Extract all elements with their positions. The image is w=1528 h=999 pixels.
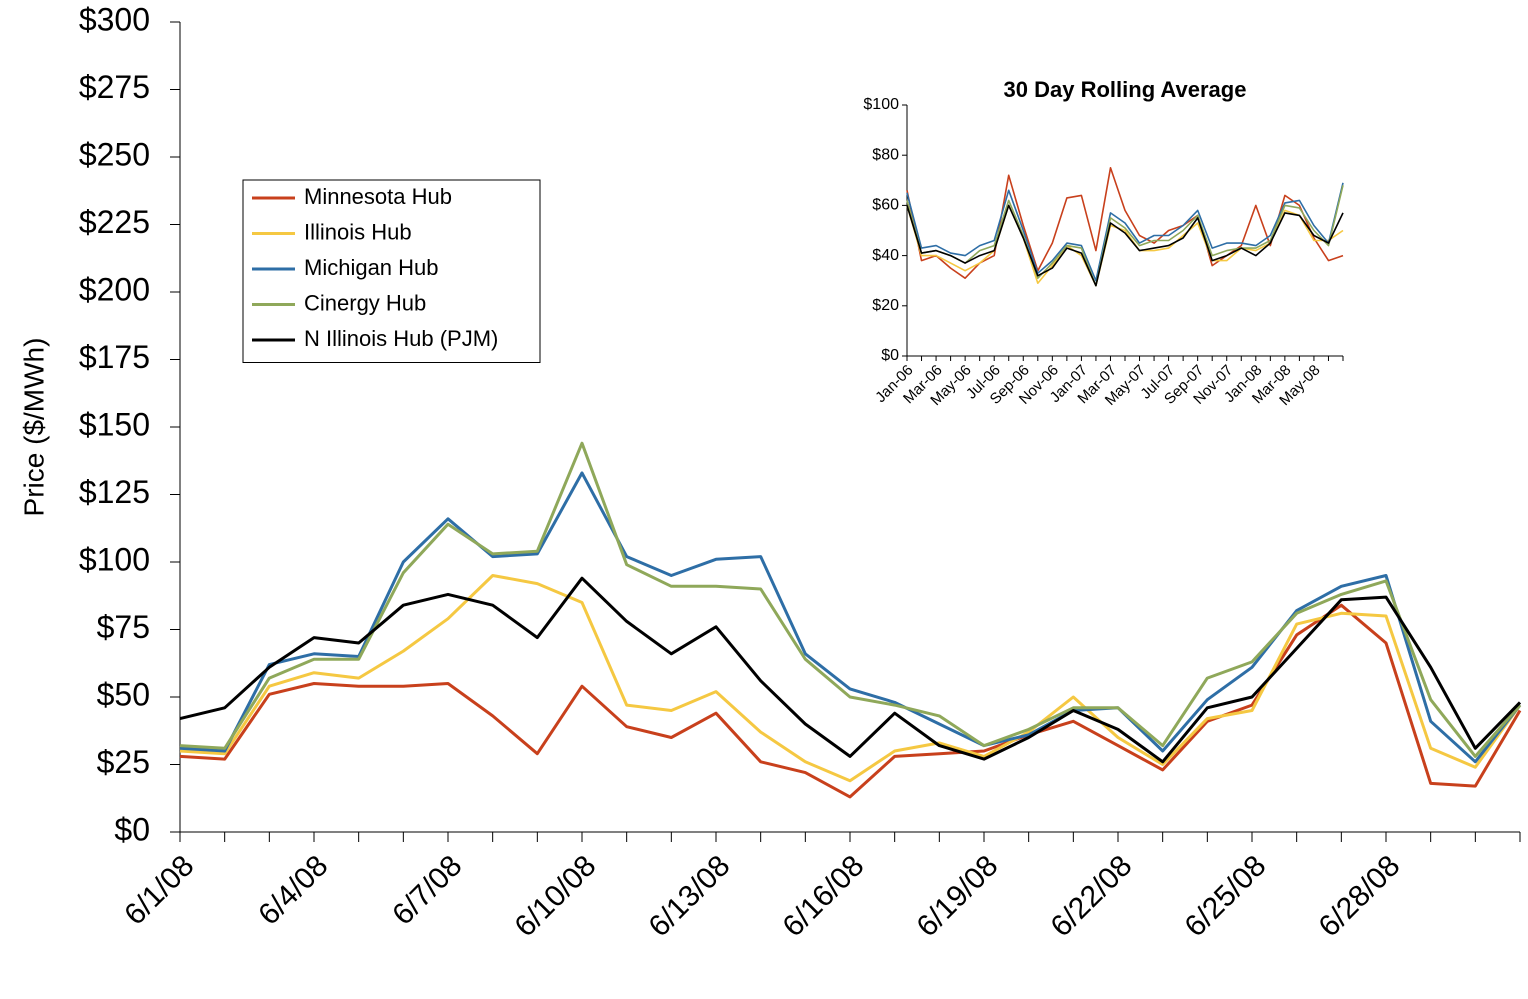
y-tick-label: $75 xyxy=(97,609,150,645)
series-line xyxy=(179,576,1522,764)
series-line xyxy=(179,441,1522,758)
y-tick-label: $60 xyxy=(872,197,899,214)
x-tick-label: 6/10/08 xyxy=(508,849,602,943)
series-line xyxy=(906,185,1344,287)
y-tick-label: $50 xyxy=(97,676,150,712)
series-line xyxy=(906,182,1344,282)
y-tick-label: $0 xyxy=(114,811,150,847)
y-tick-label: $100 xyxy=(79,541,150,577)
x-tick-label: 6/7/08 xyxy=(386,849,468,931)
x-tick-label: 6/19/08 xyxy=(910,849,1004,943)
y-tick-label: $175 xyxy=(79,339,150,375)
x-tick-label: 6/1/08 xyxy=(118,849,200,931)
series-line xyxy=(179,574,1522,783)
y-tick-label: $250 xyxy=(79,136,150,172)
legend-label: Illinois Hub xyxy=(304,219,412,244)
y-axis-label: Price ($/MWh) xyxy=(18,338,49,517)
legend-label: Minnesota Hub xyxy=(304,184,452,209)
x-tick-label: 6/22/08 xyxy=(1044,849,1138,943)
y-tick-label: $225 xyxy=(79,204,150,240)
legend-box xyxy=(242,179,541,363)
x-tick-label: 6/25/08 xyxy=(1178,849,1272,943)
y-tick-label: $25 xyxy=(97,744,150,780)
chart-title: 30 Day Rolling Average xyxy=(1004,77,1247,102)
series-line xyxy=(906,204,1344,287)
y-tick-label: $200 xyxy=(79,271,150,307)
x-tick-label: 6/28/08 xyxy=(1312,849,1406,943)
y-tick-label: $0 xyxy=(881,347,899,364)
y-tick-label: $150 xyxy=(79,406,150,442)
chart-panel: 30 Day Rolling Average $0 $20 $40 $60 $80 $100… xyxy=(840,70,1520,455)
series-line xyxy=(179,603,1522,799)
x-tick-label: 6/16/08 xyxy=(776,849,870,943)
y-tick-label: $100 xyxy=(863,96,899,113)
series-line xyxy=(179,471,1522,764)
chart-panel: Price ($/MWh) $0 $25 $50 $75 $100 $125 $150 $175… xyxy=(18,1,1522,943)
inset-background xyxy=(840,70,1520,455)
y-tick-label: $275 xyxy=(79,69,150,105)
y-tick-label: $125 xyxy=(79,474,150,510)
y-tick-label: $40 xyxy=(872,247,899,264)
y-tick-label: $80 xyxy=(872,146,899,163)
y-tick-label: $20 xyxy=(872,297,899,314)
legend-label: Cinergy Hub xyxy=(304,290,426,315)
x-tick-label: 6/13/08 xyxy=(642,849,736,943)
legend-label: Michigan Hub xyxy=(304,255,439,280)
legend-label: N Illinois Hub (PJM) xyxy=(304,326,498,351)
y-tick-label: $300 xyxy=(79,1,150,37)
x-tick-label: 6/4/08 xyxy=(252,849,334,931)
